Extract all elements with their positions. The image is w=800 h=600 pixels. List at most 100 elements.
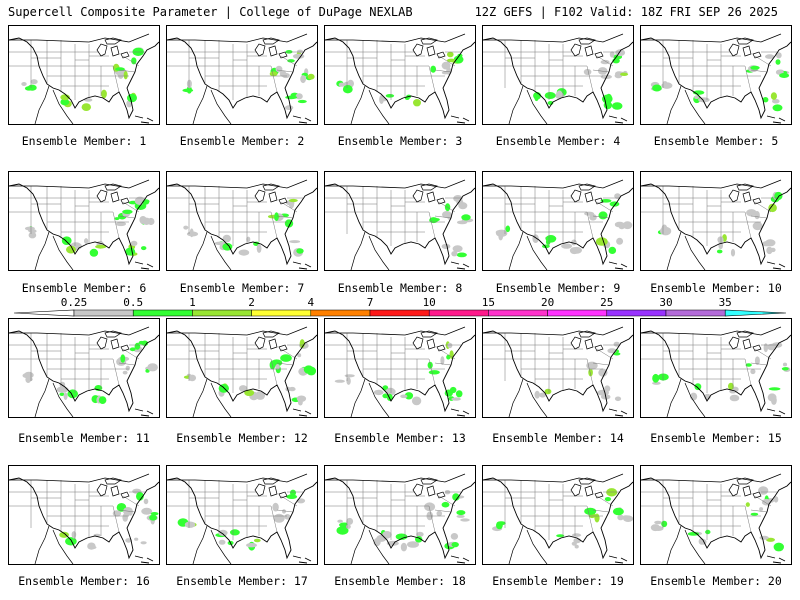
scp-contour [754,356,760,365]
scp-contour [292,53,305,59]
us-map [641,33,791,124]
member-caption: Ensemble Member: 1 [21,134,147,148]
colorbar-tick-label: 30 [659,296,673,309]
scp-contour [71,531,77,539]
scp-contour [571,541,577,546]
map-panel-member-3 [324,25,476,125]
scp-contour [296,248,304,254]
scp-contour [131,57,137,65]
scp-contour [246,543,257,548]
us-map [9,473,159,564]
scp-contour [441,501,450,508]
scp-contour [411,396,422,406]
scp-contour [400,542,407,552]
scp-contour [729,394,740,402]
scp-contour [456,252,467,258]
scp-contour [275,364,280,370]
map-panel-member-18 [324,465,476,565]
scp-contour [344,374,355,378]
map-panel-member-17 [166,465,318,565]
us-map [167,33,317,124]
scp-contour [141,246,147,251]
scp-contour [288,386,296,392]
scp-contour [451,542,459,548]
colorbar-segment [310,309,371,317]
scp-contour [589,214,597,221]
scp-contour [289,240,301,244]
scp-contour [450,533,459,540]
scp-contour [606,488,618,497]
scp-contour [772,98,780,104]
scp-contour [428,370,440,375]
scp-contour [400,394,408,399]
scp-contour [424,502,436,512]
scp-contour [346,517,354,525]
scp-contour [768,387,781,391]
scp-contour [447,51,454,58]
scp-contour [545,235,557,243]
scp-contour [84,98,93,102]
member-caption: Ensemble Member: 8 [337,281,463,295]
member-caption: Ensemble Member: 15 [650,431,782,445]
colorbar-segment [73,309,134,317]
map-panel-member-13 [324,318,476,418]
scp-contour [222,234,231,243]
colorbar-tick-label: 7 [366,296,374,309]
colorbar-tick-label: 35 [718,296,732,309]
scp-contour [772,104,783,112]
member-caption: Ensemble Member: 9 [495,281,621,295]
scp-contour [774,191,783,201]
scp-contour [456,220,468,225]
scp-contour [218,529,228,536]
scp-contour [122,370,128,375]
scp-contour [59,392,65,396]
scp-contour [583,68,592,76]
scp-contour [147,363,158,372]
map-panel-member-2 [166,25,318,125]
scp-contour [138,340,145,345]
scp-contour [87,542,96,550]
map-panel-member-5 [640,25,792,125]
scp-contour [597,67,608,75]
scp-contour [183,225,189,230]
scp-contour [60,98,70,106]
scp-contour [413,99,421,107]
scp-contour [616,237,624,245]
scp-contour [617,514,624,521]
us-map [167,473,317,564]
map-panel-member-7 [166,171,318,271]
map-panel-member-4 [482,25,634,125]
scp-contour [285,95,298,100]
scp-contour [407,541,419,548]
us-map [483,326,633,417]
scp-contour [750,368,756,375]
scp-contour [451,251,458,257]
scp-contour [274,212,279,222]
us-map [9,33,159,124]
scp-contour [604,497,611,502]
scp-contour [246,236,251,242]
colorbar-segment [369,309,430,317]
scp-contour [238,249,250,256]
scp-contour [614,221,625,227]
colorbar-tick-label: 1 [189,296,196,309]
scp-contour [123,507,133,516]
scp-contour [458,202,468,210]
scp-contour [779,73,790,78]
scp-contour [295,93,303,100]
scp-contour [147,217,155,226]
scp-contour [238,385,248,392]
member-caption: Ensemble Member: 11 [18,431,150,445]
scp-contour [750,65,760,70]
scp-contour [287,59,295,63]
colorbar-tick-label: 10 [422,296,436,309]
scp-contour [253,538,261,543]
colorbar-segment [488,309,548,317]
scp-contour [456,514,465,518]
scp-contour [382,531,392,539]
scp-contour [30,79,38,85]
member-caption: Ensemble Member: 14 [492,431,624,445]
member-caption: Ensemble Member: 18 [334,574,466,588]
scp-contour [661,520,668,528]
scp-contour [694,95,699,99]
